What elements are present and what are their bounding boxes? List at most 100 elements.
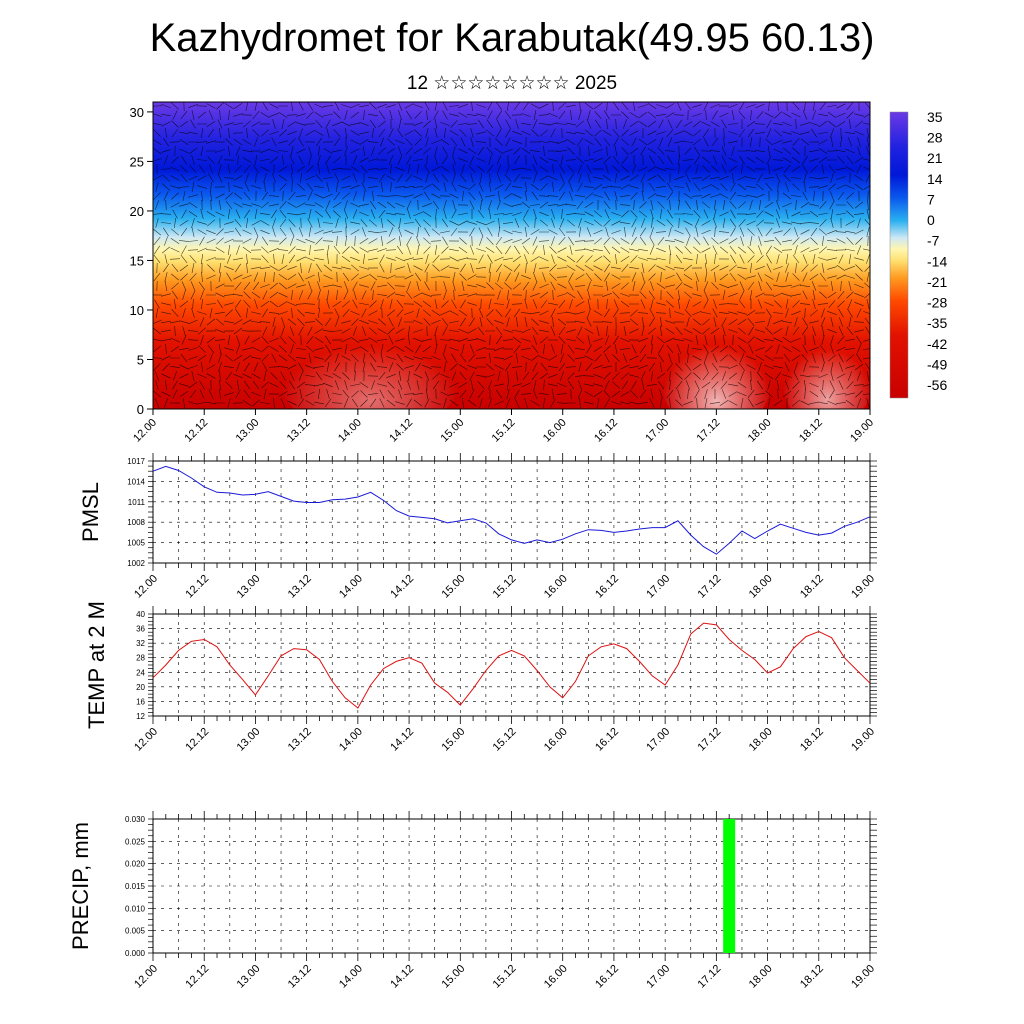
x-tick-label: 13.00 [235,963,263,991]
x-tick-label: 12.00 [132,963,160,991]
x-tick-label: 17.12 [695,417,723,445]
x-tick-label: 18.12 [798,726,826,754]
x-tick-label: 16.12 [592,417,620,445]
x-tick-label: 13.00 [235,726,263,754]
y-tick-label: 36 [136,625,145,634]
x-tick-label: 16.12 [593,726,621,754]
x-tick-label: 12.00 [132,573,160,601]
x-tick-label: 17.00 [644,963,672,991]
temp-2m-ylabel: TEMP at 2 M [84,601,109,729]
temp-2m-panel: 12 16 20 24 28 32 36 40 12.00 12.12 13.00 13.12 14.0… [84,601,877,754]
colorbar-label: 0 [927,212,935,228]
x-tick-label: 17.12 [696,573,724,601]
colorbar-label: 14 [927,171,943,187]
colorbar-label: -21 [927,274,947,290]
x-tick-label: 17.00 [644,573,672,601]
x-tick-label: 14.00 [337,573,365,601]
x-tick-label: 12.12 [183,726,211,754]
y-tick-label: 10 [130,303,144,318]
x-tick-label: 18.00 [747,963,775,991]
colorbar-label: 28 [927,130,943,146]
x-tick-label: 17.12 [696,726,724,754]
x-tick-label: 13.12 [286,963,314,991]
y-tick-label: 25 [130,154,144,169]
y-tick-label: 0.005 [125,927,146,936]
colorbar-label: -7 [927,233,940,249]
x-tick-label: 13.12 [286,573,314,601]
y-tick-label: 0 [137,402,144,417]
colorbar-label: 35 [927,109,943,125]
colorbar-label: -56 [927,377,947,393]
x-tick-label: 13.00 [234,417,262,445]
y-tick-label: 32 [136,639,145,648]
y-tick-label: 20 [130,204,144,219]
x-tick-label: 12.12 [183,963,211,991]
y-tick-label: 16 [136,697,145,706]
colorbar-label: 21 [927,150,943,166]
precip-bar [723,819,736,953]
chart-title: Kazhydromet for Karabutak(49.95 60.13) [149,16,875,60]
y-tick-label: 24 [136,668,145,677]
panel-frame [152,818,871,954]
y-tick-label: 5 [137,352,144,367]
x-tick-label: 16.00 [541,417,569,445]
x-tick-label: 15.12 [491,963,519,991]
x-tick-label: 14.00 [336,417,364,445]
x-tick-label: 13.12 [286,726,314,754]
y-tick-label: 12 [136,712,145,721]
x-tick-label: 18.12 [797,417,825,445]
x-tick-label: 14.12 [387,417,415,445]
precipitation-ylabel: PRECIP, mm [68,822,93,950]
y-tick-label: 1008 [127,518,145,527]
colorbar [890,112,908,398]
x-tick-label: 15.00 [439,573,467,601]
x-tick-label: 12.12 [183,573,211,601]
warm-spot [280,324,461,409]
temp-2m-series-line [152,622,871,709]
x-tick-label: 15.12 [491,573,519,601]
x-tick-label: 18.00 [746,417,774,445]
x-tick-label: 15.00 [438,417,466,445]
warm-spot [782,329,870,409]
x-tick-label: 15.12 [490,417,518,445]
heatmap-plot [153,102,870,409]
colorbar-label: -28 [927,295,947,311]
x-tick-label: 16.00 [542,573,570,601]
x-tick-label: 19.00 [849,963,877,991]
x-tick-label: 18.12 [798,963,826,991]
x-tick-label: 15.12 [491,726,519,754]
x-tick-label: 14.00 [337,726,365,754]
x-tick-label: 15.00 [439,726,467,754]
y-tick-label: 1017 [127,457,145,466]
x-tick-label: 12.12 [182,417,210,445]
y-tick-label: 1005 [127,539,145,548]
colorbar-label: -49 [927,356,947,372]
chart-subtitle: 12 ☆☆☆☆☆☆☆☆ 2025 [406,73,618,94]
precipitation-panel: 0.000 0.005 0.010 0.015 0.020 0.025 0.030 12.00… [68,811,877,991]
pmsl-ylabel: PMSL [78,482,103,542]
y-tick-label: 0.025 [125,837,146,846]
colorbar-frame [889,111,909,399]
y-tick-label: 1002 [127,559,145,568]
x-tick-label: 18.00 [747,726,775,754]
warm-spot [661,324,772,409]
x-tick-label: 17.00 [644,726,672,754]
x-tick-label: 15.00 [439,963,467,991]
x-tick-label: 16.12 [593,963,621,991]
x-tick-label: 14.12 [388,963,416,991]
x-tick-label: 12.00 [131,417,159,445]
x-tick-label: 19.00 [849,573,877,601]
x-tick-label: 16.00 [542,726,570,754]
x-tick-label: 18.12 [798,573,826,601]
y-tick-label: 28 [136,654,145,663]
y-tick-label: 0.000 [125,949,146,958]
y-tick-label: 0.030 [125,815,146,824]
y-tick-label: 20 [136,683,145,692]
panel-frame [152,460,871,564]
x-tick-label: 13.12 [285,417,313,445]
x-tick-label: 17.12 [696,963,724,991]
x-tick-label: 18.00 [747,573,775,601]
y-tick-label: 1014 [127,477,145,486]
wind-barbs [153,102,870,409]
